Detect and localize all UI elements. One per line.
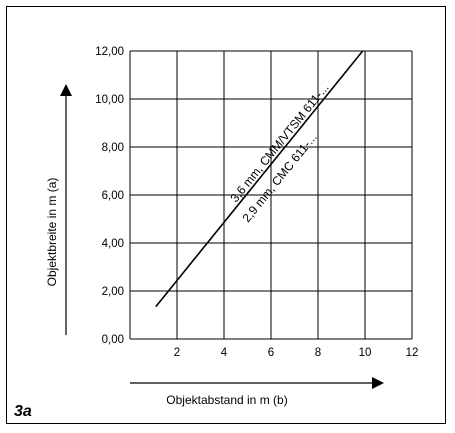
- figure-frame: [6, 6, 446, 424]
- x-tick-label: 10: [359, 347, 372, 359]
- x-axis-label: Objektabstand in m (b): [166, 393, 287, 407]
- y-tick-label: 6,00: [102, 190, 124, 202]
- series: [155, 50, 364, 308]
- grid: [129, 50, 413, 340]
- series-line: [155, 50, 364, 308]
- x-tick-label: 12: [406, 347, 419, 359]
- y-axis-arrowhead: [60, 84, 72, 96]
- x-tick-label: 8: [315, 347, 321, 359]
- y-tick-label: 2,00: [102, 286, 124, 298]
- x-tick-label: 6: [268, 347, 274, 359]
- x-tick-label: 4: [221, 347, 228, 359]
- figure-label: 3a: [14, 403, 32, 420]
- y-tick-label: 8,00: [102, 142, 124, 154]
- y-tick-label: 0,00: [102, 334, 124, 346]
- y-tick-label: 10,00: [95, 94, 124, 106]
- y-tick-label: 12,00: [95, 46, 124, 58]
- x-tick-label: 2: [174, 347, 180, 359]
- tick-labels: 2 4 6 8 10 12 0,00 2,00 4,00 6,00 8,00 10,00 12,00: [95, 46, 418, 359]
- y-axis-label: Objektbreite in m (a): [45, 178, 59, 287]
- y-tick-label: 4,00: [102, 238, 124, 250]
- annotations: 3,6 mm, CMM/VTSM 611-...2,9 mm, CMC 611-…: [227, 81, 331, 225]
- x-axis-arrowhead: [372, 377, 384, 389]
